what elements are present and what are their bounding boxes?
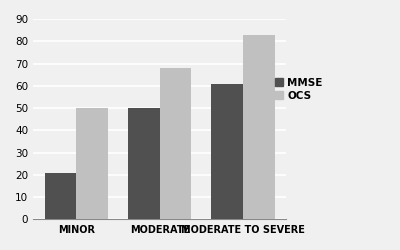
Bar bbox=[76, 108, 108, 220]
Bar bbox=[243, 34, 275, 220]
Legend: MMSE, OCS: MMSE, OCS bbox=[271, 74, 327, 105]
Bar bbox=[160, 68, 192, 220]
Bar bbox=[44, 173, 76, 220]
Bar bbox=[128, 108, 160, 220]
Bar bbox=[212, 84, 243, 220]
